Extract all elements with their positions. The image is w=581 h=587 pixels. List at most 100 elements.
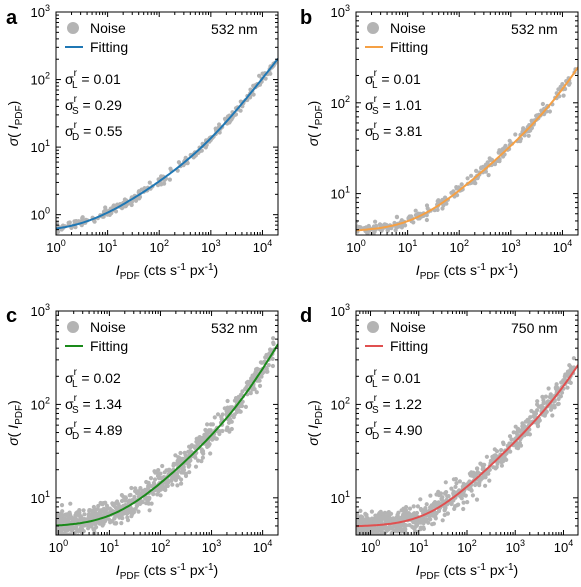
noise-point [76,533,81,535]
noise-point [206,443,211,448]
noise-point [261,370,266,375]
y-tick-label: 102 [31,395,50,412]
noise-point [146,495,151,500]
noise-point [68,501,73,506]
noise-point [239,403,245,409]
param-L: σr L = 0.01 [65,68,121,91]
noise-point [127,499,132,504]
y-tick-label: 102 [331,94,350,111]
noise-point [440,518,445,523]
noise-point [254,370,259,375]
noise-point [243,404,248,409]
noise-point [424,502,429,507]
noise-point [240,389,245,394]
axes-frame [55,11,279,236]
noise-point [508,449,513,454]
noise-point [100,518,105,524]
noise-point [556,401,561,406]
noise-point [527,432,533,437]
noise-point [459,496,464,501]
noise-point [244,384,249,390]
noise-point [132,494,137,500]
noise-point [553,386,559,391]
noise-point [491,465,496,470]
noise-point [92,219,97,224]
noise-point [196,458,201,463]
y-axis-label: σ( IPDF) [5,101,25,147]
noise-point [213,126,218,131]
x-tick-label: 104 [253,238,272,255]
noise-point [490,454,495,459]
noise-point [500,459,506,464]
noise-point [56,229,61,234]
legend-fit-label: Fitting [90,338,128,354]
noise-points [56,60,278,235]
noise-point [546,386,551,391]
noise-point [389,226,394,231]
noise-point [399,225,404,230]
noise-point [199,459,204,464]
noise-point [60,520,65,525]
noise-point [232,398,237,403]
panel-d: 100 101 102 103 104 101 102 103 IPDF (cts s-1 px… [300,302,579,582]
noise-point [470,493,475,498]
noise-point [405,513,410,519]
noise-point [199,148,204,153]
noise-point [501,440,506,445]
noise-point [403,223,408,228]
noise-point [431,501,437,506]
noise-point [414,510,420,516]
y-tick-label: 101 [331,185,350,202]
noise-point [421,525,426,530]
noise-point [109,519,114,524]
noise-point [158,487,163,492]
noise-point [175,475,180,480]
noise-points [356,67,578,235]
noise-point [494,454,499,459]
noise-point [163,480,168,485]
noise-point [424,217,429,223]
noise-point [133,198,139,203]
noise-point [176,461,181,466]
noise-point [108,507,113,512]
noise-point [256,378,261,383]
noise-point [193,464,199,469]
noise-point [571,356,577,361]
noise-point [95,506,100,511]
panel-letter: b [300,7,312,29]
noise-point [410,524,415,530]
noise-point [119,513,124,519]
noise-point [483,483,488,488]
noise-point [566,370,572,375]
noise-point [526,133,531,138]
noise-point [165,483,170,489]
axes-frame [55,310,279,536]
noise-point [356,531,359,535]
x-tick-label: 102 [457,538,476,555]
noise-point [97,511,102,516]
noise-point [257,73,262,78]
noise-point [399,508,404,513]
noise-point [356,526,359,531]
noise-point [55,535,59,539]
legend-fit-label: Fitting [90,39,128,55]
noise-point [245,379,250,384]
noise-point [455,503,460,508]
y-tick-label: 100 [31,206,50,223]
noise-point [401,512,406,517]
x-tick-label: 100 [361,538,380,555]
noise-point [215,412,221,417]
noise-point [59,503,65,508]
x-tick-label: 103 [505,538,524,555]
noise-point [379,527,384,532]
noise-point [381,515,386,520]
noise-point [548,392,553,397]
noise-point [507,434,513,439]
noise-point [118,505,123,510]
noise-point [214,436,219,441]
noise-point [535,408,540,413]
noise-point [424,203,430,208]
noise-point [271,340,276,345]
noise-point [92,527,97,532]
